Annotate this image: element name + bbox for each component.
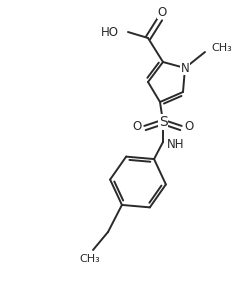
Text: CH₃: CH₃ [80, 254, 100, 264]
Text: HO: HO [101, 26, 119, 38]
Text: O: O [132, 121, 141, 134]
Text: CH₃: CH₃ [211, 43, 232, 53]
Text: O: O [184, 121, 194, 134]
Text: NH: NH [167, 137, 184, 151]
Text: N: N [180, 61, 190, 74]
Text: S: S [159, 115, 168, 129]
Text: O: O [158, 5, 166, 19]
